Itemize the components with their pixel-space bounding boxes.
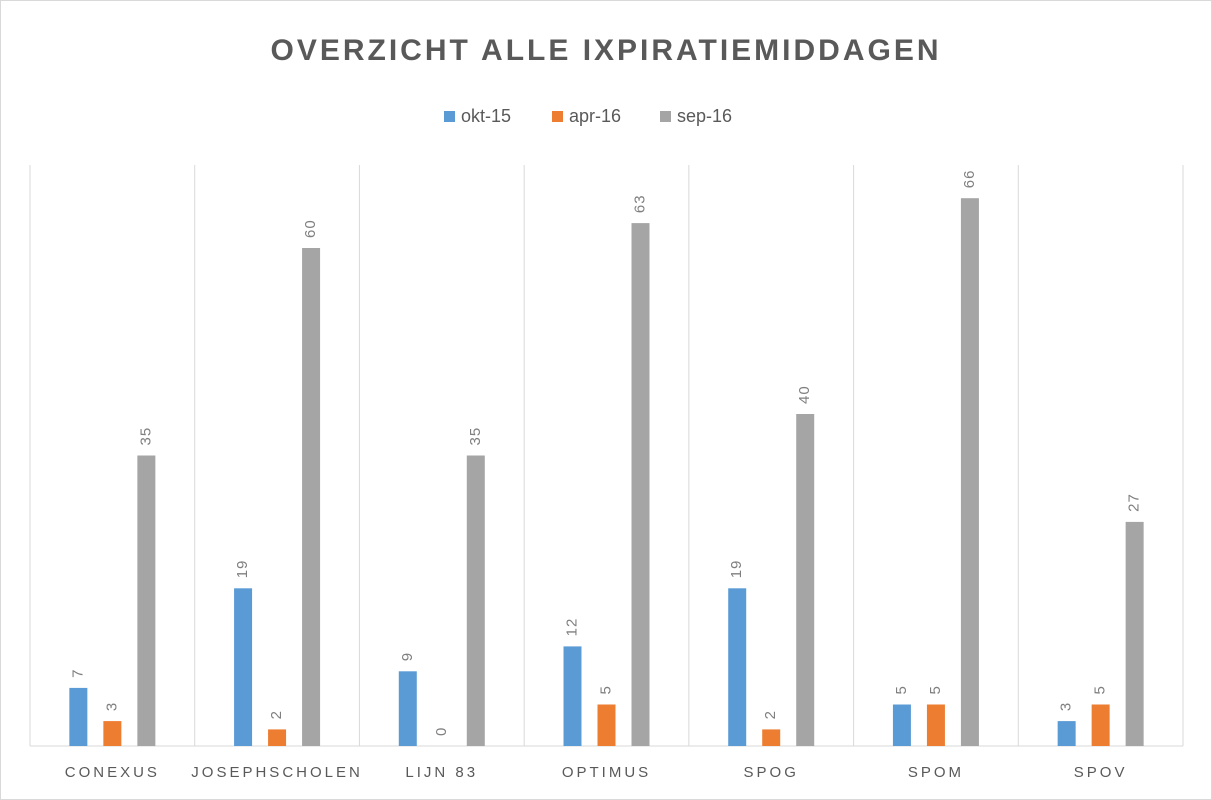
data-label: 19 xyxy=(234,560,251,579)
data-label: 2 xyxy=(762,710,779,719)
bar xyxy=(234,588,253,746)
data-label: 5 xyxy=(597,685,614,694)
bar xyxy=(563,646,582,746)
data-label: 9 xyxy=(399,652,416,661)
bar xyxy=(466,455,485,746)
bar xyxy=(597,704,616,746)
data-label: 3 xyxy=(1058,702,1075,711)
data-label: 3 xyxy=(103,702,120,711)
x-tick-label: CONEXUS xyxy=(65,764,160,781)
data-label: 7 xyxy=(69,669,86,678)
bar xyxy=(103,721,122,746)
legend-swatch xyxy=(552,111,563,122)
legend-swatch xyxy=(444,111,455,122)
data-label: 63 xyxy=(631,194,648,213)
bar xyxy=(892,704,911,746)
bar xyxy=(1125,521,1144,746)
bar xyxy=(1057,721,1076,746)
bar xyxy=(762,729,781,746)
bar xyxy=(960,198,979,746)
data-label: 40 xyxy=(796,385,813,404)
bar xyxy=(631,223,650,747)
legend-label: okt-15 xyxy=(461,106,511,126)
legend-label: sep-16 xyxy=(677,106,732,126)
bar xyxy=(728,588,747,746)
x-tick-label: SPOV xyxy=(1074,764,1128,781)
chart-title: OVERZICHT ALLE IXPIRATIEMIDDAGEN xyxy=(270,34,941,67)
x-tick-label: LIJN 83 xyxy=(405,764,478,781)
data-label: 60 xyxy=(302,219,319,238)
data-label: 19 xyxy=(728,560,745,579)
bar xyxy=(268,729,287,746)
data-label: 5 xyxy=(1092,685,1109,694)
legend-label: apr-16 xyxy=(569,106,621,126)
x-tick-label: JOSEPHSCHOLEN xyxy=(191,764,363,781)
data-label: 27 xyxy=(1126,493,1143,512)
bar xyxy=(1091,704,1110,746)
data-label: 35 xyxy=(467,427,484,446)
legend-swatch xyxy=(660,111,671,122)
data-label: 12 xyxy=(563,618,580,637)
data-label: 5 xyxy=(927,685,944,694)
bar xyxy=(69,687,88,746)
bar xyxy=(137,455,156,746)
data-label: 0 xyxy=(433,727,450,736)
data-label: 66 xyxy=(961,170,978,189)
data-label: 35 xyxy=(137,427,154,446)
bar xyxy=(926,704,945,746)
x-tick-label: SPOM xyxy=(908,764,964,781)
bar xyxy=(796,414,815,746)
data-label: 5 xyxy=(893,685,910,694)
x-tick-label: OPTIMUS xyxy=(562,764,651,781)
x-tick-label: SPOG xyxy=(744,764,799,781)
data-label: 2 xyxy=(268,710,285,719)
bar xyxy=(302,248,321,746)
bar xyxy=(398,671,417,746)
